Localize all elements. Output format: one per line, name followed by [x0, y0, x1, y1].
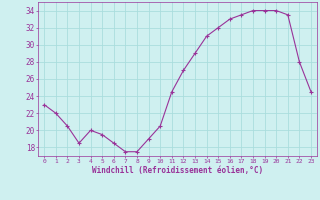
X-axis label: Windchill (Refroidissement éolien,°C): Windchill (Refroidissement éolien,°C): [92, 166, 263, 175]
